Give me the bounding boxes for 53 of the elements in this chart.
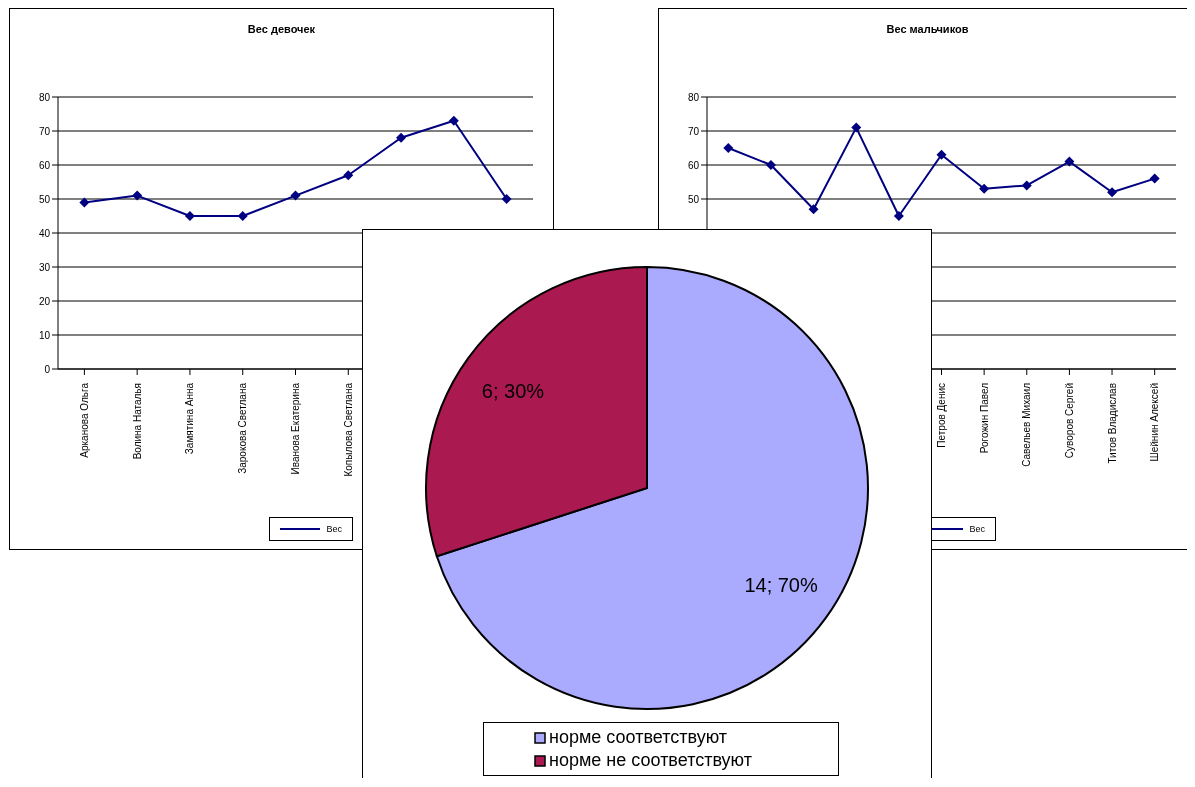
point: [1021, 180, 1032, 191]
point: [79, 197, 90, 208]
point: [448, 115, 459, 126]
y-tick-label: 60: [687, 159, 700, 171]
point: [1107, 187, 1118, 198]
y-tick-label: 80: [38, 91, 51, 103]
x-tick-label: Замятина Анна: [184, 382, 196, 455]
y-tick-label: 10: [38, 329, 51, 341]
point: [893, 211, 904, 221]
x-tick-label: Шейнин Алексей: [1149, 383, 1161, 462]
legend-label: норме не соответствуют: [549, 749, 752, 772]
point: [501, 194, 512, 204]
x-tick-label: Суворов Сергей: [1063, 383, 1075, 459]
point: [184, 211, 195, 221]
chart-title: Вес мальчиков: [885, 23, 970, 35]
x-tick-label: Волина Наталья: [131, 383, 143, 460]
y-tick-label: 30: [38, 261, 51, 273]
legend-label: Вес: [969, 524, 985, 534]
point: [936, 149, 947, 160]
y-tick-label: 70: [687, 125, 700, 137]
x-tick-label: Арканова Ольга: [78, 382, 90, 458]
x-tick-label: Зарокова Светлана: [237, 382, 249, 474]
y-tick-label: 60: [38, 159, 51, 171]
point: [723, 143, 734, 153]
point: [132, 190, 143, 201]
y-tick-label: 0: [44, 363, 51, 375]
y-tick-label: 80: [687, 91, 700, 103]
point: [237, 211, 248, 221]
data-label: 6; 30%: [481, 379, 545, 402]
x-tick-label: Савельев Михаил: [1021, 382, 1033, 467]
y-tick-label: 20: [38, 295, 51, 307]
point: [290, 190, 301, 201]
y-tick-label: 50: [38, 193, 51, 205]
point: [343, 170, 354, 181]
point: [765, 160, 776, 170]
point: [1064, 156, 1075, 167]
data-label: 14; 70%: [744, 574, 818, 597]
y-tick-label: 50: [687, 193, 700, 205]
point: [808, 204, 819, 215]
x-tick-label: Иванова Екатерина: [290, 382, 301, 475]
point: [1149, 173, 1160, 184]
x-tick-label: Титов Владислав: [1106, 383, 1118, 464]
point: [396, 132, 407, 143]
x-tick-label: Рогожин Павел: [978, 382, 990, 454]
point: [851, 122, 862, 133]
y-tick-label: 40: [38, 227, 51, 239]
point: [979, 183, 990, 194]
legend-label: норме соответствуют: [549, 726, 727, 749]
y-tick-label: 70: [38, 125, 51, 137]
x-tick-label: Петров Денис: [936, 383, 947, 448]
chart-title: Вес девочек: [246, 23, 317, 35]
x-tick-label: Копылова Светлана: [342, 382, 354, 477]
legend-label: Вес: [326, 524, 342, 534]
